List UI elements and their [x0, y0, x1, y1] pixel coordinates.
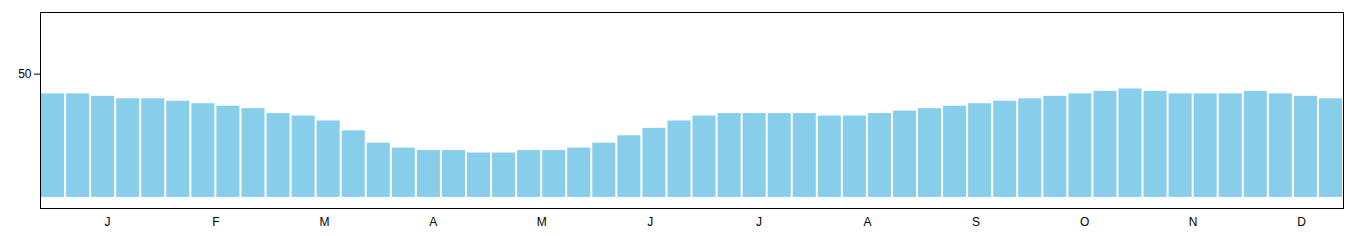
svg-text:F: F [212, 215, 219, 229]
svg-text:N: N [1189, 215, 1198, 229]
svg-text:S: S [972, 215, 980, 229]
svg-text:M: M [537, 215, 547, 229]
svg-text:M: M [319, 215, 329, 229]
svg-text:A: A [863, 215, 871, 229]
svg-text:50: 50 [18, 67, 32, 81]
svg-text:J: J [756, 215, 762, 229]
svg-text:O: O [1080, 215, 1089, 229]
svg-text:J: J [647, 215, 653, 229]
svg-text:A: A [429, 215, 437, 229]
svg-text:J: J [104, 215, 110, 229]
svg-text:D: D [1297, 215, 1306, 229]
